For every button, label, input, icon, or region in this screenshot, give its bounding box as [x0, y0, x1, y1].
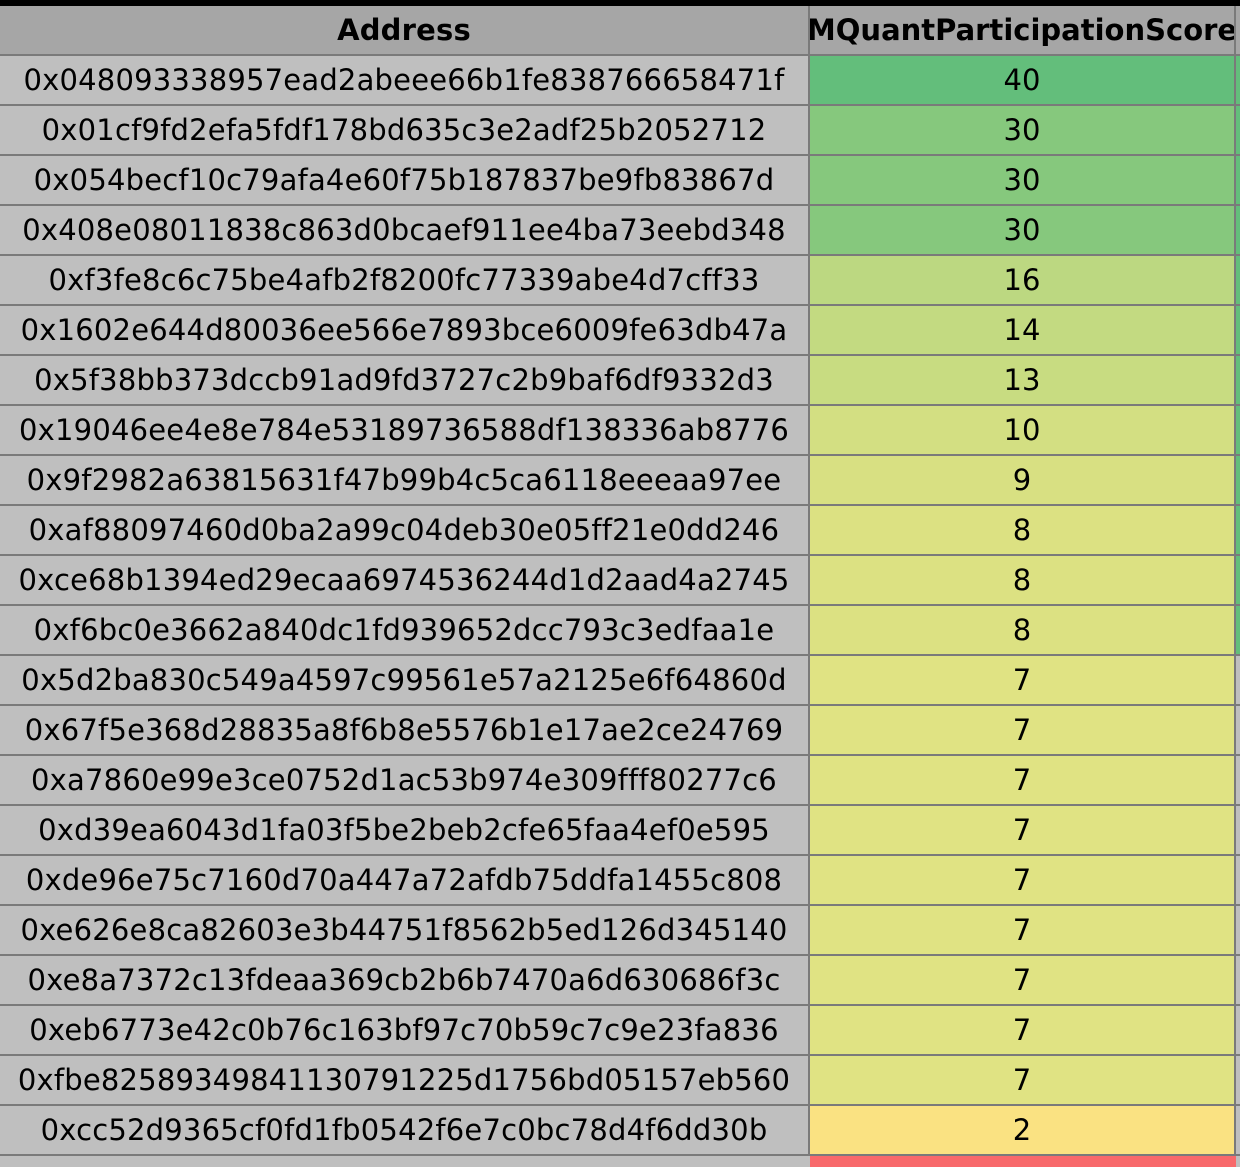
score-cell[interactable]: 7 — [810, 956, 1236, 1006]
score-cell[interactable]: 7 — [810, 706, 1236, 756]
address-cell[interactable]: 0xcc52d9365cf0fd1fb0542f6e7c0bc78d4f6dd3… — [0, 1106, 810, 1156]
table-row: 0xfbe82589349841130791225d1756bd05157eb5… — [0, 1056, 1240, 1106]
table-row: 0x408e08011838c863d0bcaef911ee4ba73eebd3… — [0, 206, 1240, 256]
table-row: 0x054becf10c79afa4e60f75b187837be9fb8386… — [0, 156, 1240, 206]
score-cell[interactable]: 7 — [810, 906, 1236, 956]
next-column-edge[interactable] — [1236, 456, 1240, 506]
next-column-edge[interactable] — [1236, 906, 1240, 956]
score-cell[interactable]: 7 — [810, 756, 1236, 806]
table-row: 0xde96e75c7160d70a447a72afdb75ddfa1455c8… — [0, 856, 1240, 906]
address-cell[interactable]: 0x054becf10c79afa4e60f75b187837be9fb8386… — [0, 156, 810, 206]
table-row: 0xeb6773e42c0b76c163bf97c70b59c7c9e23fa8… — [0, 1006, 1240, 1056]
next-column-edge[interactable] — [1236, 106, 1240, 156]
score-cell[interactable]: 10 — [810, 406, 1236, 456]
table-row: 0x5f38bb373dccb91ad9fd3727c2b9baf6df9332… — [0, 356, 1240, 406]
next-column-edge[interactable] — [1236, 556, 1240, 606]
score-cell[interactable]: 8 — [810, 556, 1236, 606]
table-row: 0xaf88097460d0ba2a99c04deb30e05ff21e0dd2… — [0, 506, 1240, 556]
next-column-edge[interactable] — [1236, 656, 1240, 706]
address-cell[interactable]: 0x01cf9fd2efa5fdf178bd635c3e2adf25b20527… — [0, 106, 810, 156]
address-cell[interactable]: 0xe8a7372c13fdeaa369cb2b6b7470a6d630686f… — [0, 956, 810, 1006]
score-cell[interactable]: 13 — [810, 356, 1236, 406]
table-row: 0xce68b1394ed29ecaa6974536244d1d2aad4a27… — [0, 556, 1240, 606]
score-cell[interactable]: 30 — [810, 206, 1236, 256]
score-cell[interactable]: 14 — [810, 306, 1236, 356]
address-cell[interactable]: 0xde96e75c7160d70a447a72afdb75ddfa1455c8… — [0, 856, 810, 906]
address-cell[interactable]: 0x048093338957ead2abeee66b1fe83876665847… — [0, 56, 810, 106]
address-cell[interactable]: 0xa7860e99e3ce0752d1ac53b974e309fff80277… — [0, 756, 810, 806]
score-cell[interactable]: 7 — [810, 856, 1236, 906]
next-column-edge[interactable] — [1236, 156, 1240, 206]
next-column-edge[interactable] — [1236, 1056, 1240, 1106]
next-column-edge[interactable] — [1236, 1106, 1240, 1156]
score-cell[interactable]: 8 — [810, 506, 1236, 556]
table-row: 0x1602e644d80036ee566e7893bce6009fe63db4… — [0, 306, 1240, 356]
score-cell[interactable]: 2 — [810, 1106, 1236, 1156]
next-column-edge[interactable] — [1236, 756, 1240, 806]
next-column-edge[interactable] — [1236, 56, 1240, 106]
address-cell[interactable]: 0xaf88097460d0ba2a99c04deb30e05ff21e0dd2… — [0, 506, 810, 556]
table-row: 0x01cf9fd2efa5fdf178bd635c3e2adf25b20527… — [0, 106, 1240, 156]
address-cell[interactable]: 0x19046ee4e8e784e53189736588df138336ab87… — [0, 406, 810, 456]
score-cell[interactable]: 7 — [810, 806, 1236, 856]
table-row: 0xcc52d9365cf0fd1fb0542f6e7c0bc78d4f6dd3… — [0, 1106, 1240, 1156]
address-cell[interactable]: 0x1602e644d80036ee566e7893bce6009fe63db4… — [0, 306, 810, 356]
next-column-edge[interactable] — [1236, 206, 1240, 256]
column-header-address[interactable]: Address — [0, 6, 810, 56]
score-cell[interactable]: 30 — [810, 156, 1236, 206]
score-cell[interactable]: 16 — [810, 256, 1236, 306]
address-cell[interactable]: 0xe626e8ca82603e3b44751f8562b5ed126d3451… — [0, 906, 810, 956]
partial-row — [0, 1156, 1240, 1167]
table-row: 0x19046ee4e8e784e53189736588df138336ab87… — [0, 406, 1240, 456]
address-cell[interactable]: 0xeb6773e42c0b76c163bf97c70b59c7c9e23fa8… — [0, 1006, 810, 1056]
table-row: 0x9f2982a63815631f47b99b4c5ca6118eeeaa97… — [0, 456, 1240, 506]
address-cell[interactable]: 0xd39ea6043d1fa03f5be2beb2cfe65faa4ef0e5… — [0, 806, 810, 856]
next-column-edge[interactable] — [1236, 856, 1240, 906]
address-cell[interactable]: 0xf3fe8c6c75be4afb2f8200fc77339abe4d7cff… — [0, 256, 810, 306]
next-column-edge[interactable] — [1236, 306, 1240, 356]
score-cell[interactable]: 7 — [810, 1006, 1236, 1056]
table-row: 0x5d2ba830c549a4597c99561e57a2125e6f6486… — [0, 656, 1240, 706]
address-cell[interactable]: 0x408e08011838c863d0bcaef911ee4ba73eebd3… — [0, 206, 810, 256]
header-row: Address MQuantParticipationScore — [0, 6, 1240, 56]
next-column-edge[interactable] — [1236, 506, 1240, 556]
table-row: 0x048093338957ead2abeee66b1fe83876665847… — [0, 56, 1240, 106]
score-cell[interactable]: 9 — [810, 456, 1236, 506]
table-row: 0xf6bc0e3662a840dc1fd939652dcc793c3edfaa… — [0, 606, 1240, 656]
partial-score-cell[interactable] — [810, 1156, 1236, 1167]
score-cell[interactable]: 7 — [810, 1056, 1236, 1106]
score-cell[interactable]: 40 — [810, 56, 1236, 106]
address-cell[interactable]: 0x9f2982a63815631f47b99b4c5ca6118eeeaa97… — [0, 456, 810, 506]
table-row: 0x67f5e368d28835a8f6b8e5576b1e17ae2ce247… — [0, 706, 1240, 756]
table-row: 0xa7860e99e3ce0752d1ac53b974e309fff80277… — [0, 756, 1240, 806]
address-cell[interactable]: 0x5d2ba830c549a4597c99561e57a2125e6f6486… — [0, 656, 810, 706]
table-row: 0xe626e8ca82603e3b44751f8562b5ed126d3451… — [0, 906, 1240, 956]
next-column-edge[interactable] — [1236, 706, 1240, 756]
spreadsheet-grid: Address MQuantParticipationScore 0x04809… — [0, 6, 1240, 1167]
address-cell[interactable]: 0xce68b1394ed29ecaa6974536244d1d2aad4a27… — [0, 556, 810, 606]
table-row: 0xd39ea6043d1fa03f5be2beb2cfe65faa4ef0e5… — [0, 806, 1240, 856]
table-row: 0xf3fe8c6c75be4afb2f8200fc77339abe4d7cff… — [0, 256, 1240, 306]
score-cell[interactable]: 8 — [810, 606, 1236, 656]
next-column-edge[interactable] — [1236, 356, 1240, 406]
next-column-edge[interactable] — [1236, 956, 1240, 1006]
address-cell[interactable]: 0x67f5e368d28835a8f6b8e5576b1e17ae2ce247… — [0, 706, 810, 756]
score-cell[interactable]: 30 — [810, 106, 1236, 156]
next-column-edge[interactable] — [1236, 806, 1240, 856]
address-cell[interactable]: 0xf6bc0e3662a840dc1fd939652dcc793c3edfaa… — [0, 606, 810, 656]
table-row: 0xe8a7372c13fdeaa369cb2b6b7470a6d630686f… — [0, 956, 1240, 1006]
score-cell[interactable]: 7 — [810, 656, 1236, 706]
next-column-edge[interactable] — [1236, 256, 1240, 306]
next-column-edge[interactable] — [1236, 606, 1240, 656]
column-header-score[interactable]: MQuantParticipationScore — [810, 6, 1236, 56]
next-column-edge[interactable] — [1236, 1006, 1240, 1056]
next-column-edge[interactable] — [1236, 6, 1240, 56]
address-cell[interactable]: 0x5f38bb373dccb91ad9fd3727c2b9baf6df9332… — [0, 356, 810, 406]
next-column-edge[interactable] — [1236, 406, 1240, 456]
address-cell[interactable]: 0xfbe82589349841130791225d1756bd05157eb5… — [0, 1056, 810, 1106]
